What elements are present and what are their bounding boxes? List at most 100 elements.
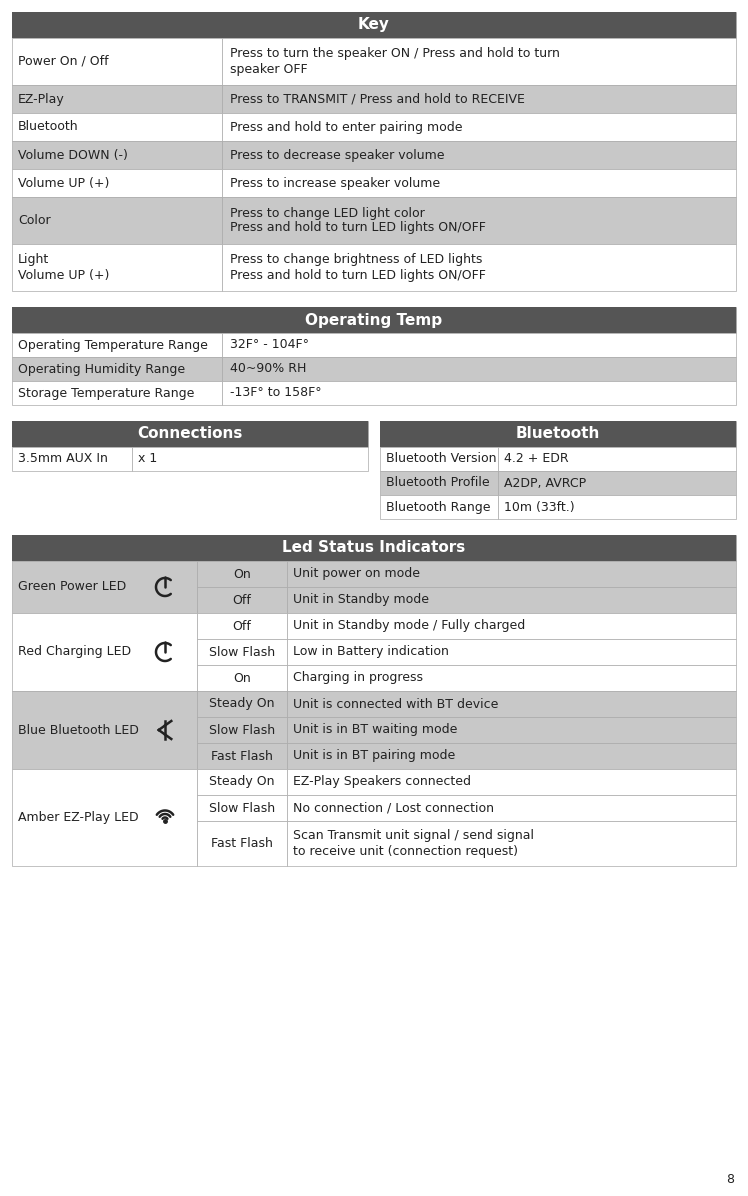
Text: Unit in Standby mode: Unit in Standby mode [293, 593, 429, 606]
Bar [287, 587, 736, 614]
Text: Scan Transmit unit signal / send signal
to receive unit (connection request): Scan Transmit unit signal / send signal … [293, 830, 534, 858]
Bar [12, 535, 736, 561]
Bar [222, 356, 736, 382]
Text: Connections: Connections [138, 427, 242, 441]
Bar [287, 795, 736, 820]
Bar [12, 307, 736, 332]
Text: On: On [233, 671, 251, 684]
Bar [222, 38, 736, 85]
Text: Fast Flash: Fast Flash [211, 837, 273, 850]
Bar [197, 614, 287, 639]
Text: Unit in Standby mode / Fully charged: Unit in Standby mode / Fully charged [293, 620, 525, 633]
Bar [12, 769, 197, 866]
Text: Storage Temperature Range: Storage Temperature Range [18, 386, 194, 399]
Bar [287, 691, 736, 716]
Bar [222, 169, 736, 197]
Bar [287, 561, 736, 587]
Text: Key: Key [358, 18, 390, 32]
Bar [12, 421, 368, 447]
Text: Press to change LED light color
Press and hold to turn LED lights ON/OFF: Press to change LED light color Press an… [230, 207, 486, 234]
Text: x 1: x 1 [138, 452, 157, 465]
Bar [12, 141, 222, 169]
Bar [12, 356, 222, 382]
Text: Slow Flash: Slow Flash [209, 801, 275, 814]
Text: Press and hold to enter pairing mode: Press and hold to enter pairing mode [230, 121, 462, 134]
Bar [498, 447, 736, 471]
Bar [12, 561, 197, 614]
Text: Bluetooth Profile: Bluetooth Profile [386, 476, 490, 489]
Text: Red Charging LED: Red Charging LED [18, 646, 131, 659]
Text: Steady On: Steady On [209, 775, 275, 788]
Text: Low in Battery indication: Low in Battery indication [293, 646, 449, 659]
Text: 10m (33ft.): 10m (33ft.) [504, 500, 574, 513]
Text: Operating Humidity Range: Operating Humidity Range [18, 362, 185, 376]
Text: Bluetooth: Bluetooth [516, 427, 600, 441]
Text: 4.2 + EDR: 4.2 + EDR [504, 452, 568, 465]
Bar [287, 820, 736, 866]
Text: Power On / Off: Power On / Off [18, 55, 108, 68]
Text: On: On [233, 567, 251, 580]
Bar [222, 244, 736, 291]
Bar [12, 382, 222, 405]
Text: Volume DOWN (-): Volume DOWN (-) [18, 148, 128, 161]
Bar [380, 471, 498, 495]
Bar [12, 244, 222, 291]
Text: Bluetooth Range: Bluetooth Range [386, 500, 491, 513]
Text: Unit is connected with BT device: Unit is connected with BT device [293, 697, 498, 710]
Bar [12, 85, 222, 112]
Text: 3.5mm AUX In: 3.5mm AUX In [18, 452, 108, 465]
Text: EZ-Play Speakers connected: EZ-Play Speakers connected [293, 775, 471, 788]
Bar [197, 795, 287, 820]
Text: Blue Bluetooth LED: Blue Bluetooth LED [18, 724, 139, 737]
Bar [380, 421, 736, 447]
Bar [287, 665, 736, 691]
Bar [197, 820, 287, 866]
Bar [197, 587, 287, 614]
Text: 40~90% RH: 40~90% RH [230, 362, 307, 376]
Bar [197, 639, 287, 665]
Text: Press to change brightness of LED lights
Press and hold to turn LED lights ON/OF: Press to change brightness of LED lights… [230, 254, 486, 281]
Text: Light
Volume UP (+): Light Volume UP (+) [18, 254, 109, 281]
Text: EZ-Play: EZ-Play [18, 92, 65, 105]
Text: Bluetooth: Bluetooth [18, 121, 79, 134]
Text: Led Status Indicators: Led Status Indicators [283, 541, 465, 555]
Text: Press to turn the speaker ON / Press and hold to turn
speaker OFF: Press to turn the speaker ON / Press and… [230, 48, 560, 75]
Text: Slow Flash: Slow Flash [209, 646, 275, 659]
Bar [287, 639, 736, 665]
Text: A2DP, AVRCP: A2DP, AVRCP [504, 476, 586, 489]
Bar [222, 197, 736, 244]
Text: Press to decrease speaker volume: Press to decrease speaker volume [230, 148, 444, 161]
Text: Unit is in BT waiting mode: Unit is in BT waiting mode [293, 724, 457, 737]
Bar [287, 769, 736, 795]
Text: No connection / Lost connection: No connection / Lost connection [293, 801, 494, 814]
Text: Slow Flash: Slow Flash [209, 724, 275, 737]
Bar [287, 743, 736, 769]
Bar [12, 112, 222, 141]
Bar [498, 471, 736, 495]
Text: Press to increase speaker volume: Press to increase speaker volume [230, 177, 440, 189]
Bar [380, 421, 736, 447]
Text: Charging in progress: Charging in progress [293, 671, 423, 684]
Text: Operating Temperature Range: Operating Temperature Range [18, 338, 208, 352]
Text: Unit is in BT pairing mode: Unit is in BT pairing mode [293, 750, 456, 763]
Text: -13F° to 158F°: -13F° to 158F° [230, 386, 322, 399]
Bar [12, 447, 132, 471]
Text: Fast Flash: Fast Flash [211, 750, 273, 763]
Text: Volume UP (+): Volume UP (+) [18, 177, 109, 189]
Bar [197, 665, 287, 691]
Bar [287, 614, 736, 639]
Text: Bluetooth Version: Bluetooth Version [386, 452, 497, 465]
Bar [12, 12, 736, 38]
Text: Operating Temp: Operating Temp [305, 312, 443, 328]
Bar [222, 85, 736, 112]
Bar [380, 495, 498, 519]
Bar [197, 716, 287, 743]
Bar [222, 382, 736, 405]
Bar [132, 447, 368, 471]
Bar [197, 743, 287, 769]
Bar [287, 716, 736, 743]
Bar [12, 332, 222, 356]
Bar [12, 691, 197, 769]
Bar [12, 307, 736, 332]
Bar [498, 495, 736, 519]
